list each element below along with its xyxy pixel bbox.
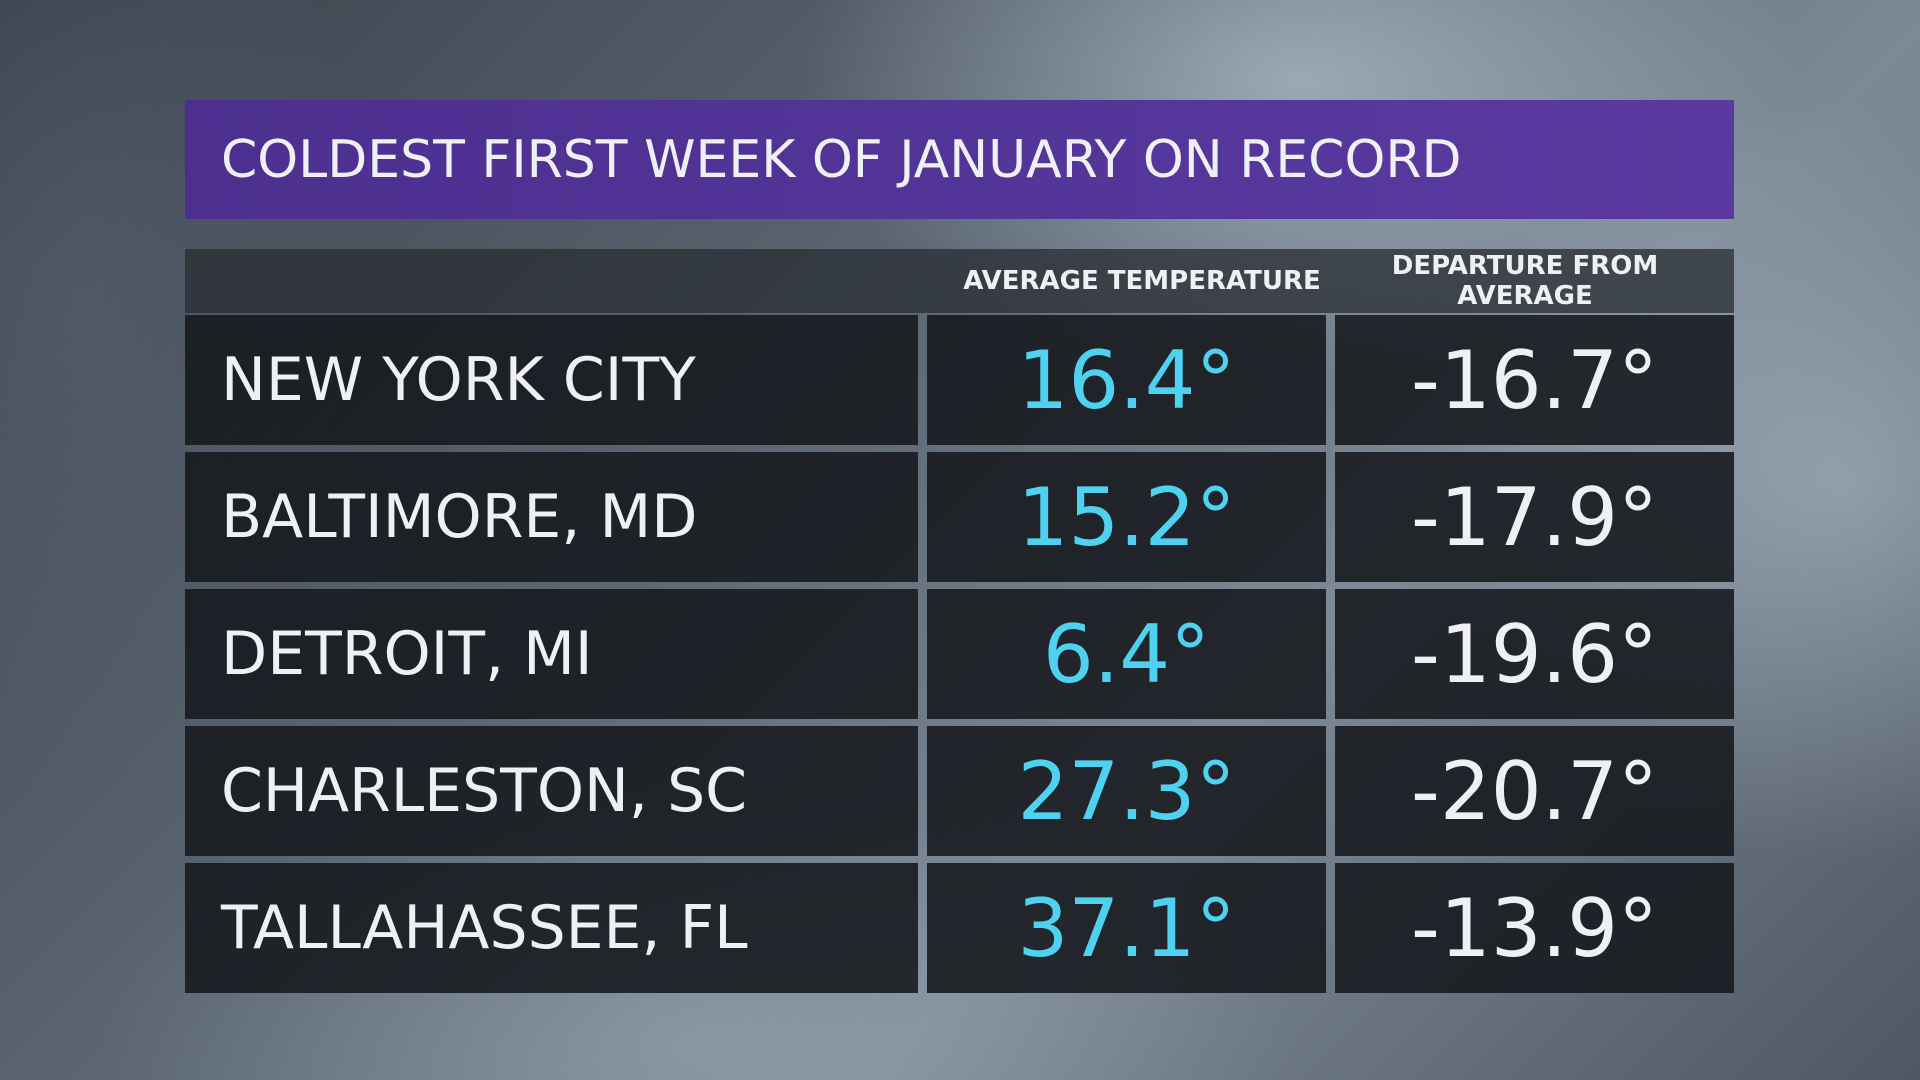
table-cell: 6.4° [927, 589, 1326, 719]
average-temperature: 6.4° [1042, 607, 1211, 701]
table-cell: -13.9° [1335, 863, 1734, 993]
departure: -13.9° [1411, 881, 1658, 975]
table-cell: BALTIMORE, MD [185, 452, 918, 582]
column-header: AVERAGE TEMPERATURE [963, 266, 1321, 296]
city-name: BALTIMORE, MD [221, 482, 698, 552]
table-cell: DETROIT, MI [185, 589, 918, 719]
departure: -20.7° [1411, 744, 1658, 838]
table-cell: CHARLESTON, SC [185, 726, 918, 856]
city-name: NEW YORK CITY [221, 345, 696, 415]
title-bar: COLDEST FIRST WEEK OF JANUARY ON RECORD [185, 100, 1734, 219]
header-row: AVERAGE TEMPERATURE DEPARTURE FROM AVERA… [185, 249, 1734, 313]
table-cell: -19.6° [1335, 589, 1734, 719]
table-cell: -20.7° [1335, 726, 1734, 856]
title: COLDEST FIRST WEEK OF JANUARY ON RECORD [221, 129, 1462, 190]
table-cell: 15.2° [927, 452, 1326, 582]
city-name: DETROIT, MI [221, 619, 593, 689]
average-temperature: 15.2° [1017, 470, 1236, 564]
departure: -19.6° [1411, 607, 1658, 701]
table-cell: NEW YORK CITY [185, 315, 918, 445]
departure: -17.9° [1411, 470, 1658, 564]
table-cell: -17.9° [1335, 452, 1734, 582]
average-temperature: 27.3° [1017, 744, 1236, 838]
table-cell: TALLAHASSEE, FL [185, 863, 918, 993]
average-temperature: 37.1° [1017, 881, 1236, 975]
city-name: TALLAHASSEE, FL [221, 893, 748, 963]
table-cell: 16.4° [927, 315, 1326, 445]
table-cell: 27.3° [927, 726, 1326, 856]
column-header: DEPARTURE FROM AVERAGE [1391, 251, 1659, 311]
departure: -16.7° [1411, 333, 1658, 427]
table-cell: -16.7° [1335, 315, 1734, 445]
average-temperature: 16.4° [1017, 333, 1236, 427]
table-cell: 37.1° [927, 863, 1326, 993]
city-name: CHARLESTON, SC [221, 756, 748, 826]
